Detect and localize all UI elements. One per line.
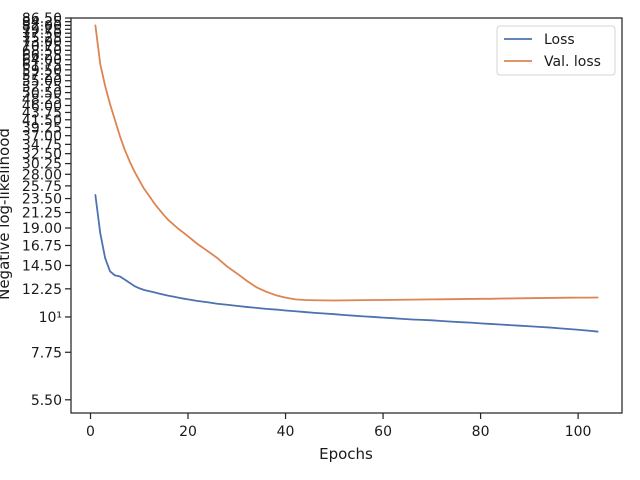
y-tick-label: 19.00 — [22, 221, 62, 237]
y-tick-label: 61.75 — [22, 58, 62, 74]
y-axis: 5.50 7.75 10¹ 12.25 14.50 16.7519.0021.2523.5… — [22, 11, 71, 409]
y-tick-label: 73.00 — [22, 35, 62, 51]
x-tick-label: 100 — [565, 424, 592, 440]
y-tick-label: 64.00 — [22, 53, 62, 69]
y-tick-label: 59.50 — [22, 63, 62, 79]
series-line-1 — [94, 24, 599, 302]
y-tick-label: 55.00 — [22, 74, 62, 90]
y-tick-label: 28.00 — [22, 167, 62, 183]
y-tick-label: 10¹ — [39, 310, 62, 326]
y-tick-label: 12.25 — [22, 282, 62, 298]
y-tick-label: 70.75 — [22, 39, 62, 55]
y-tick-label: 14.50 — [22, 258, 62, 274]
y-tick-label: 34.75 — [22, 137, 62, 153]
y-tick-label: 52.75 — [22, 80, 62, 96]
y-tick-label: 86.50 — [22, 11, 62, 27]
y-tick-label: 77.50 — [22, 26, 62, 42]
y-axis-label: Negative log-likelihood — [0, 128, 13, 300]
y-tick-label: 66.25 — [22, 48, 62, 64]
plot-area — [70, 17, 623, 414]
y-tick-label: 32.50 — [22, 147, 62, 163]
y-tick-label: 68.50 — [22, 43, 62, 59]
legend-label: Loss — [544, 32, 575, 48]
y-tick-label: 21.25 — [22, 206, 62, 222]
y-tick-label: 57.25 — [22, 68, 62, 84]
x-tick-label: 80 — [472, 424, 490, 440]
x-tick-label: 40 — [277, 424, 295, 440]
y-tick-label: 30.25 — [22, 157, 62, 173]
y-tick-label: 48.25 — [22, 92, 62, 108]
legend-label: Val. loss — [544, 54, 601, 70]
x-axis-label: Epochs — [319, 445, 373, 463]
x-tick-label: 0 — [86, 424, 95, 440]
x-tick-label: 60 — [374, 424, 392, 440]
y-tick-label: 75.25 — [22, 30, 62, 46]
y-tick-label: 7.75 — [31, 345, 62, 361]
series-line-0 — [94, 194, 599, 333]
legend: Loss Val. loss — [496, 25, 616, 76]
y-tick-label: 46.00 — [22, 99, 62, 115]
y-tick-label: 79.75 — [22, 22, 62, 38]
y-tick-label: 16.75 — [22, 238, 62, 254]
y-tick-label: 43.75 — [22, 105, 62, 121]
x-axis: 0 20 40 60 80 100 — [86, 413, 591, 440]
y-tick-label: 84.25 — [22, 15, 62, 31]
y-tick-label: 37.00 — [22, 129, 62, 145]
plot-frame — [70, 17, 623, 414]
y-tick-label: 41.50 — [22, 113, 62, 129]
y-tick-label: 82.00 — [22, 18, 62, 34]
y-tick-label: 25.75 — [22, 179, 62, 195]
y-tick-label: 39.25 — [22, 120, 62, 136]
y-tick-label: 23.50 — [22, 192, 62, 208]
y-tick-label: 50.50 — [22, 86, 62, 102]
series-layer — [94, 24, 599, 333]
x-tick-label: 20 — [179, 424, 197, 440]
y-tick-label: 5.50 — [31, 393, 62, 409]
